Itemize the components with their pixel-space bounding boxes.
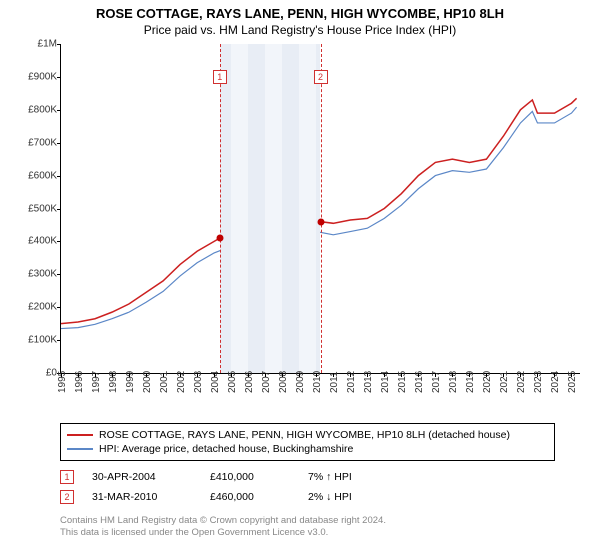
- x-axis-label: 2007: [261, 371, 272, 393]
- legend-box: ROSE COTTAGE, RAYS LANE, PENN, HIGH WYCO…: [60, 423, 555, 461]
- x-axis-label: 2001: [159, 371, 170, 393]
- x-axis-label: 2010: [312, 371, 323, 393]
- event-hpi: 7% ↑ HPI: [308, 471, 352, 483]
- event-row: 2 31-MAR-2010 £460,000 2% ↓ HPI: [60, 487, 555, 507]
- x-axis-label: 2017: [431, 371, 442, 393]
- x-axis-label: 2020: [482, 371, 493, 393]
- x-axis-label: 2003: [193, 371, 204, 393]
- x-axis-label: 2018: [448, 371, 459, 393]
- event-marker-1: 1: [60, 470, 74, 484]
- x-axis-label: 2006: [244, 371, 255, 393]
- x-axis-label: 2008: [278, 371, 289, 393]
- event-date: 31-MAR-2010: [92, 491, 192, 503]
- event-hpi: 2% ↓ HPI: [308, 491, 352, 503]
- x-axis-label: 2016: [414, 371, 425, 393]
- x-axis-label: 2011: [329, 371, 340, 393]
- footer-attribution: Contains HM Land Registry data © Crown c…: [60, 515, 555, 540]
- event-marker-2: 2: [60, 490, 74, 504]
- event-marker-box: 1: [213, 70, 227, 84]
- x-axis-label: 2022: [516, 371, 527, 393]
- x-axis-label: 2024: [550, 371, 561, 393]
- x-axis-label: 1996: [74, 371, 85, 393]
- x-axis-label: 2000: [142, 371, 153, 393]
- footer-line2: This data is licensed under the Open Gov…: [60, 527, 555, 539]
- x-axis-label: 2005: [227, 371, 238, 393]
- chart-subtitle: Price paid vs. HM Land Registry's House …: [0, 23, 600, 37]
- event-price: £410,000: [210, 471, 290, 483]
- price-point-marker: [317, 218, 324, 225]
- x-axis-label: 1997: [91, 371, 102, 393]
- x-axis-label: 1998: [108, 371, 119, 393]
- x-axis-label: 2013: [363, 371, 374, 393]
- x-axis-label: 2021: [499, 371, 510, 393]
- legend-swatch-series2: [67, 448, 93, 450]
- footer-line1: Contains HM Land Registry data © Crown c…: [60, 515, 555, 527]
- price-point-marker: [216, 235, 223, 242]
- x-axis-label: 1999: [125, 371, 136, 393]
- event-date: 30-APR-2004: [92, 471, 192, 483]
- x-axis-label: 2002: [176, 371, 187, 393]
- chart-area: £0£100K£200K£300K£400K£500K£600K£700K£80…: [15, 39, 590, 419]
- events-table: 1 30-APR-2004 £410,000 7% ↑ HPI 2 31-MAR…: [60, 467, 555, 507]
- chart-title-block: ROSE COTTAGE, RAYS LANE, PENN, HIGH WYCO…: [0, 0, 600, 39]
- legend-label-series1: ROSE COTTAGE, RAYS LANE, PENN, HIGH WYCO…: [99, 429, 510, 441]
- x-axis-label: 2004: [210, 371, 221, 393]
- plot-region: £0£100K£200K£300K£400K£500K£600K£700K£80…: [60, 44, 580, 374]
- legend-swatch-series1: [67, 434, 93, 436]
- legend-row: HPI: Average price, detached house, Buck…: [67, 442, 548, 456]
- x-axis-label: 2025: [567, 371, 578, 393]
- event-price: £460,000: [210, 491, 290, 503]
- x-axis-label: 2023: [533, 371, 544, 393]
- x-axis-label: 2009: [295, 371, 306, 393]
- legend-label-series2: HPI: Average price, detached house, Buck…: [99, 443, 353, 455]
- event-marker-box: 2: [314, 70, 328, 84]
- legend-row: ROSE COTTAGE, RAYS LANE, PENN, HIGH WYCO…: [67, 428, 548, 442]
- x-axis-label: 2012: [346, 371, 357, 393]
- chart-title: ROSE COTTAGE, RAYS LANE, PENN, HIGH WYCO…: [0, 6, 600, 21]
- x-axis-label: 2015: [397, 371, 408, 393]
- event-row: 1 30-APR-2004 £410,000 7% ↑ HPI: [60, 467, 555, 487]
- x-axis-label: 1995: [57, 371, 68, 393]
- x-axis-label: 2014: [380, 371, 391, 393]
- x-axis-label: 2019: [465, 371, 476, 393]
